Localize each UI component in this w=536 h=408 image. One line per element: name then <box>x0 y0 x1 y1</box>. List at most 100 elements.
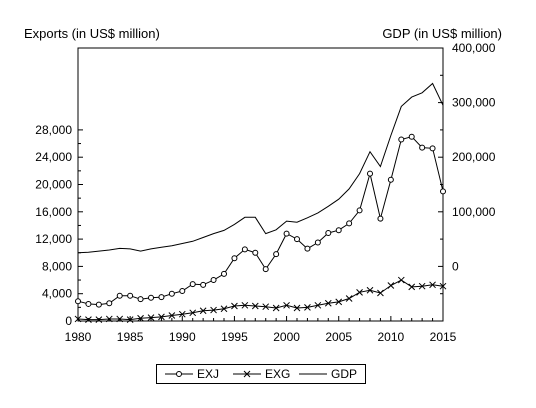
right-y-tick-label: 0 <box>452 259 459 273</box>
series-line-exg <box>77 279 444 321</box>
left-axis-title: Exports (in US$ million) <box>24 26 160 41</box>
point-exj <box>148 294 154 301</box>
point-exj <box>221 270 227 277</box>
point-exg <box>105 315 113 323</box>
point-exj <box>367 170 373 177</box>
point-exg <box>220 305 228 313</box>
point-exg <box>408 283 416 291</box>
point-exg <box>356 288 363 296</box>
point-exg <box>283 301 290 309</box>
legend-label-gdp: GDP <box>331 367 358 381</box>
point-exj <box>127 292 134 299</box>
left-y-tick-label: 12,000 <box>35 232 72 246</box>
point-exj <box>325 229 332 236</box>
point-exj <box>158 294 165 301</box>
point-exg <box>210 306 217 314</box>
left-y-tick-label: 16,000 <box>35 205 72 219</box>
point-exj <box>398 136 405 143</box>
series-line-exj <box>77 136 444 306</box>
point-exj <box>356 207 363 214</box>
point-exg <box>116 315 124 323</box>
x-tick-label: 1985 <box>117 330 144 344</box>
right-y-tick-label: 100,000 <box>452 205 496 219</box>
plot-area: 0 4,000 8,000 12,000 16,000 20,000 24,000 28,00… <box>35 41 495 344</box>
point-exg <box>439 282 447 290</box>
point-exg <box>377 289 384 297</box>
point-exj <box>106 300 113 307</box>
point-exj <box>294 236 300 243</box>
right-y-tick-label: 200,000 <box>452 150 496 164</box>
point-exg <box>241 301 249 309</box>
point-exg <box>231 302 238 310</box>
point-exj <box>231 255 238 262</box>
point-exg <box>251 302 259 310</box>
point-exj <box>283 230 290 237</box>
left-y-tick-label: 24,000 <box>35 150 72 164</box>
point-exg <box>324 299 332 307</box>
point-exg <box>293 304 301 312</box>
point-exg <box>345 295 353 302</box>
point-exj <box>429 145 436 152</box>
point-exg <box>272 304 280 312</box>
point-exg <box>189 309 197 317</box>
left-y-tick-label: 8,000 <box>42 259 72 273</box>
point-exj <box>95 301 102 308</box>
point-exj <box>252 249 259 256</box>
point-exg <box>304 303 311 311</box>
point-exj <box>116 292 123 299</box>
x-tick-label: 2005 <box>325 330 352 344</box>
point-exg <box>397 276 405 284</box>
point-exg <box>387 282 395 289</box>
left-y-tick-label: 28,000 <box>35 123 72 137</box>
point-exg <box>137 314 144 322</box>
point-exj <box>200 281 207 288</box>
point-exg <box>178 310 186 318</box>
x-tick-label: 1990 <box>169 330 196 344</box>
left-y-tick-label: 4,000 <box>42 287 72 301</box>
point-exj <box>419 144 426 151</box>
plot-frame <box>77 47 444 322</box>
point-exj <box>179 287 186 294</box>
point-exj <box>75 298 81 305</box>
point-exg <box>366 286 374 294</box>
point-exg <box>95 316 103 323</box>
x-tick-label: 1980 <box>65 330 92 344</box>
point-exg <box>158 313 165 321</box>
point-exj <box>304 245 311 252</box>
point-exg <box>335 298 343 306</box>
point-exg <box>126 316 134 323</box>
legend-label-exg: EXG <box>265 367 291 381</box>
point-exg <box>429 281 436 289</box>
point-exj <box>210 277 217 284</box>
point-exj <box>168 290 175 297</box>
left-y-tick-label: 20,000 <box>35 178 72 192</box>
legend-label-exj: EXJ <box>197 367 220 381</box>
point-exj <box>377 215 384 222</box>
point-exj <box>189 281 196 288</box>
point-exg <box>314 301 322 309</box>
point-exg <box>199 307 207 315</box>
point-exg <box>74 315 82 323</box>
point-exj <box>137 296 144 303</box>
point-exj <box>440 188 446 195</box>
point-exj <box>273 251 280 258</box>
point-exg <box>85 316 92 323</box>
right-y-tick-label: 300,000 <box>452 96 496 110</box>
left-y-tick-label: 0 <box>65 314 72 328</box>
point-exj <box>314 239 321 246</box>
point-exj <box>408 133 415 140</box>
right-axis-title: GDP (in US$ million) <box>382 26 502 41</box>
x-tick-label: 1995 <box>221 330 248 344</box>
x-tick-label: 2015 <box>430 330 457 344</box>
point-exg <box>262 303 270 311</box>
right-y-tick-label: 400,000 <box>452 41 496 55</box>
point-exj <box>85 300 92 307</box>
point-exj <box>262 266 269 273</box>
point-exg <box>168 312 176 319</box>
point-exj <box>387 176 394 183</box>
legend: EXJ EXG GDP <box>156 364 366 384</box>
point-exj <box>335 227 342 234</box>
point-exj <box>241 246 248 253</box>
point-exj <box>346 220 353 227</box>
